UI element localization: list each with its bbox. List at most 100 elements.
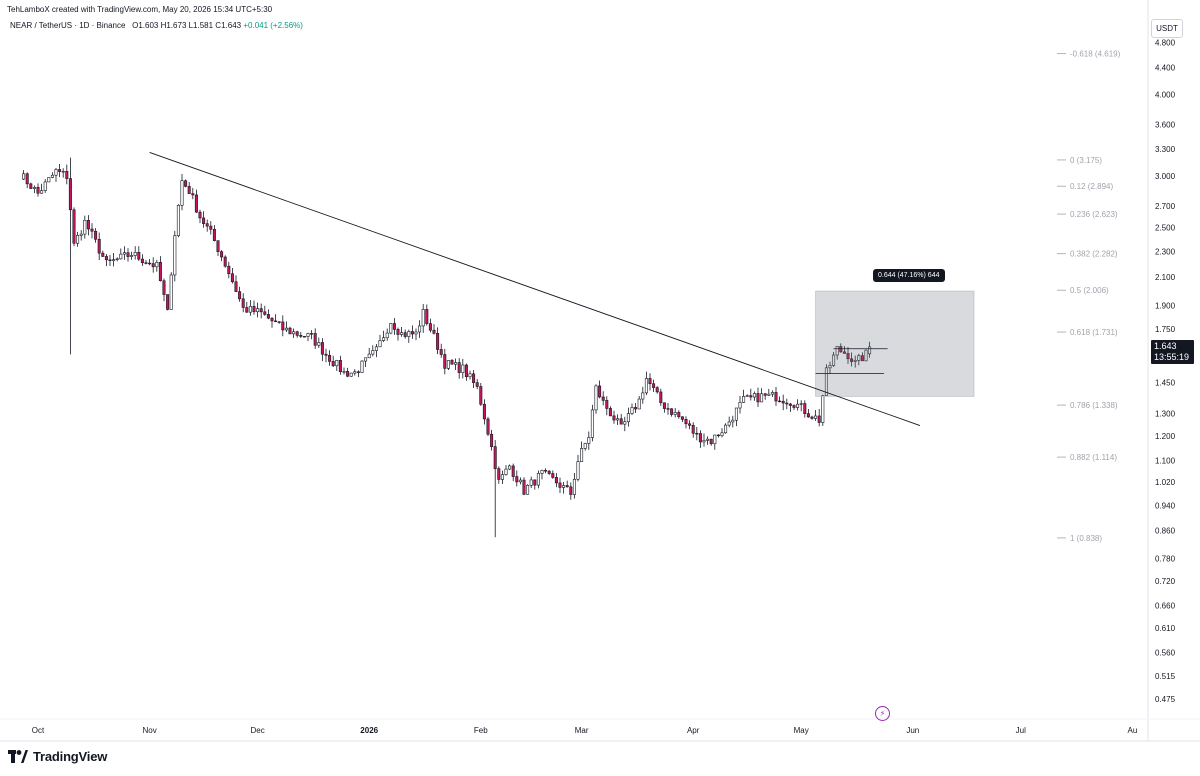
candle-body bbox=[558, 482, 562, 488]
candle bbox=[562, 482, 566, 494]
candle-body bbox=[36, 186, 40, 194]
candle-body bbox=[587, 437, 591, 444]
lightning-icon[interactable]: ⚡ bbox=[875, 706, 890, 721]
candle-body bbox=[504, 468, 508, 475]
candle bbox=[374, 343, 378, 358]
currency-button[interactable]: USDT bbox=[1151, 19, 1183, 38]
candle-body bbox=[731, 419, 735, 423]
price-tick-label: 4.000 bbox=[1155, 90, 1176, 99]
candle bbox=[72, 207, 76, 247]
candle-body bbox=[810, 416, 814, 419]
candle bbox=[637, 395, 641, 410]
candle bbox=[547, 470, 551, 475]
candle bbox=[356, 370, 360, 378]
candle bbox=[634, 403, 638, 414]
candle-body bbox=[724, 424, 728, 434]
candle bbox=[407, 329, 411, 343]
candle-body bbox=[302, 336, 306, 338]
candle-body bbox=[536, 473, 540, 486]
candle-body bbox=[248, 306, 252, 313]
candle-body bbox=[680, 416, 684, 420]
candle-body bbox=[443, 354, 447, 369]
fib-level-label: 0.882 (1.114) bbox=[1070, 453, 1117, 462]
candle-body bbox=[418, 325, 422, 333]
candle-body bbox=[382, 337, 386, 341]
candle bbox=[108, 254, 112, 266]
candle-body bbox=[648, 378, 652, 385]
candle bbox=[209, 221, 213, 235]
candle-body bbox=[792, 405, 796, 408]
candle-body bbox=[101, 252, 105, 257]
candle bbox=[212, 225, 216, 242]
candle bbox=[162, 278, 166, 302]
candle-body bbox=[745, 395, 749, 397]
candle-body bbox=[778, 400, 782, 403]
price-tick-label: 2.100 bbox=[1155, 273, 1176, 282]
price-change: +0.041 (+2.56%) bbox=[243, 21, 303, 30]
candle-body bbox=[252, 306, 256, 313]
candle-body bbox=[166, 294, 170, 310]
candle bbox=[86, 215, 90, 236]
candle bbox=[112, 252, 116, 267]
time-axis[interactable]: Oct Nov Dec 2026 Feb Mar Apr May Jun Jul Au bbox=[0, 718, 1200, 742]
candle-body bbox=[655, 387, 659, 393]
candle bbox=[540, 469, 544, 480]
symbol-legend[interactable]: NEAR / TetherUS · 1D · Binance O1.603 H1… bbox=[10, 21, 303, 30]
symbol-name[interactable]: NEAR / TetherUS · 1D · Binance bbox=[10, 21, 126, 30]
ohlc-values: O1.603 H1.673 L1.581 C1.643 bbox=[132, 21, 242, 30]
candle bbox=[54, 167, 58, 182]
candle bbox=[61, 168, 65, 178]
candle bbox=[40, 183, 44, 194]
candle bbox=[104, 254, 108, 267]
candle bbox=[504, 465, 508, 476]
candle bbox=[835, 345, 839, 360]
candle bbox=[457, 358, 461, 379]
candle bbox=[328, 350, 332, 366]
candle bbox=[115, 257, 119, 262]
candle bbox=[342, 367, 346, 375]
candle-body bbox=[364, 357, 368, 362]
drawings-layer: -0.618 (4.619) 0 (3.175) 0.12 (2.894) 0.236… bbox=[149, 50, 1121, 543]
price-tick-label: 0.940 bbox=[1155, 501, 1176, 510]
candle bbox=[227, 261, 231, 279]
candle-body bbox=[760, 393, 764, 403]
candle-body bbox=[677, 412, 681, 418]
candle bbox=[518, 477, 522, 485]
price-tick-label: 2.300 bbox=[1155, 247, 1176, 256]
candle bbox=[144, 259, 148, 265]
candle-body bbox=[130, 255, 134, 257]
candle-body bbox=[511, 465, 515, 477]
candle-body bbox=[299, 335, 303, 337]
candle bbox=[774, 387, 778, 406]
candle-body bbox=[803, 403, 807, 414]
candle-body bbox=[821, 395, 825, 423]
candle bbox=[698, 430, 702, 448]
candle bbox=[216, 240, 220, 257]
candle-body bbox=[806, 413, 810, 418]
candle bbox=[612, 410, 616, 424]
candle bbox=[97, 232, 101, 261]
price-axis[interactable]: 4.800 4.400 4.000 3.600 3.300 3.000 2.700 2.500… bbox=[1147, 0, 1200, 741]
tradingview-brand[interactable]: TradingView bbox=[8, 749, 107, 764]
candle-body bbox=[652, 383, 656, 388]
last-price-tag: 1.643 13:55:19 bbox=[1151, 340, 1194, 364]
candle bbox=[346, 367, 350, 378]
candle-body bbox=[104, 256, 108, 261]
candle-body bbox=[241, 298, 245, 308]
candle bbox=[738, 395, 742, 414]
candle-body bbox=[508, 465, 512, 470]
candle bbox=[256, 302, 260, 318]
candle-body bbox=[148, 262, 152, 265]
candle-body bbox=[29, 183, 33, 189]
candle bbox=[691, 422, 695, 438]
price-tick-label: 0.780 bbox=[1155, 554, 1176, 563]
fib-level-label: -0.618 (4.619) bbox=[1070, 50, 1121, 59]
candle bbox=[202, 211, 206, 228]
time-tick-label: Apr bbox=[687, 726, 700, 735]
author-credit: TehLamboX created with TradingView.com, … bbox=[7, 5, 273, 14]
candle-body bbox=[486, 418, 490, 435]
candle bbox=[731, 415, 735, 428]
candle-body bbox=[331, 361, 335, 367]
candle bbox=[382, 330, 386, 342]
